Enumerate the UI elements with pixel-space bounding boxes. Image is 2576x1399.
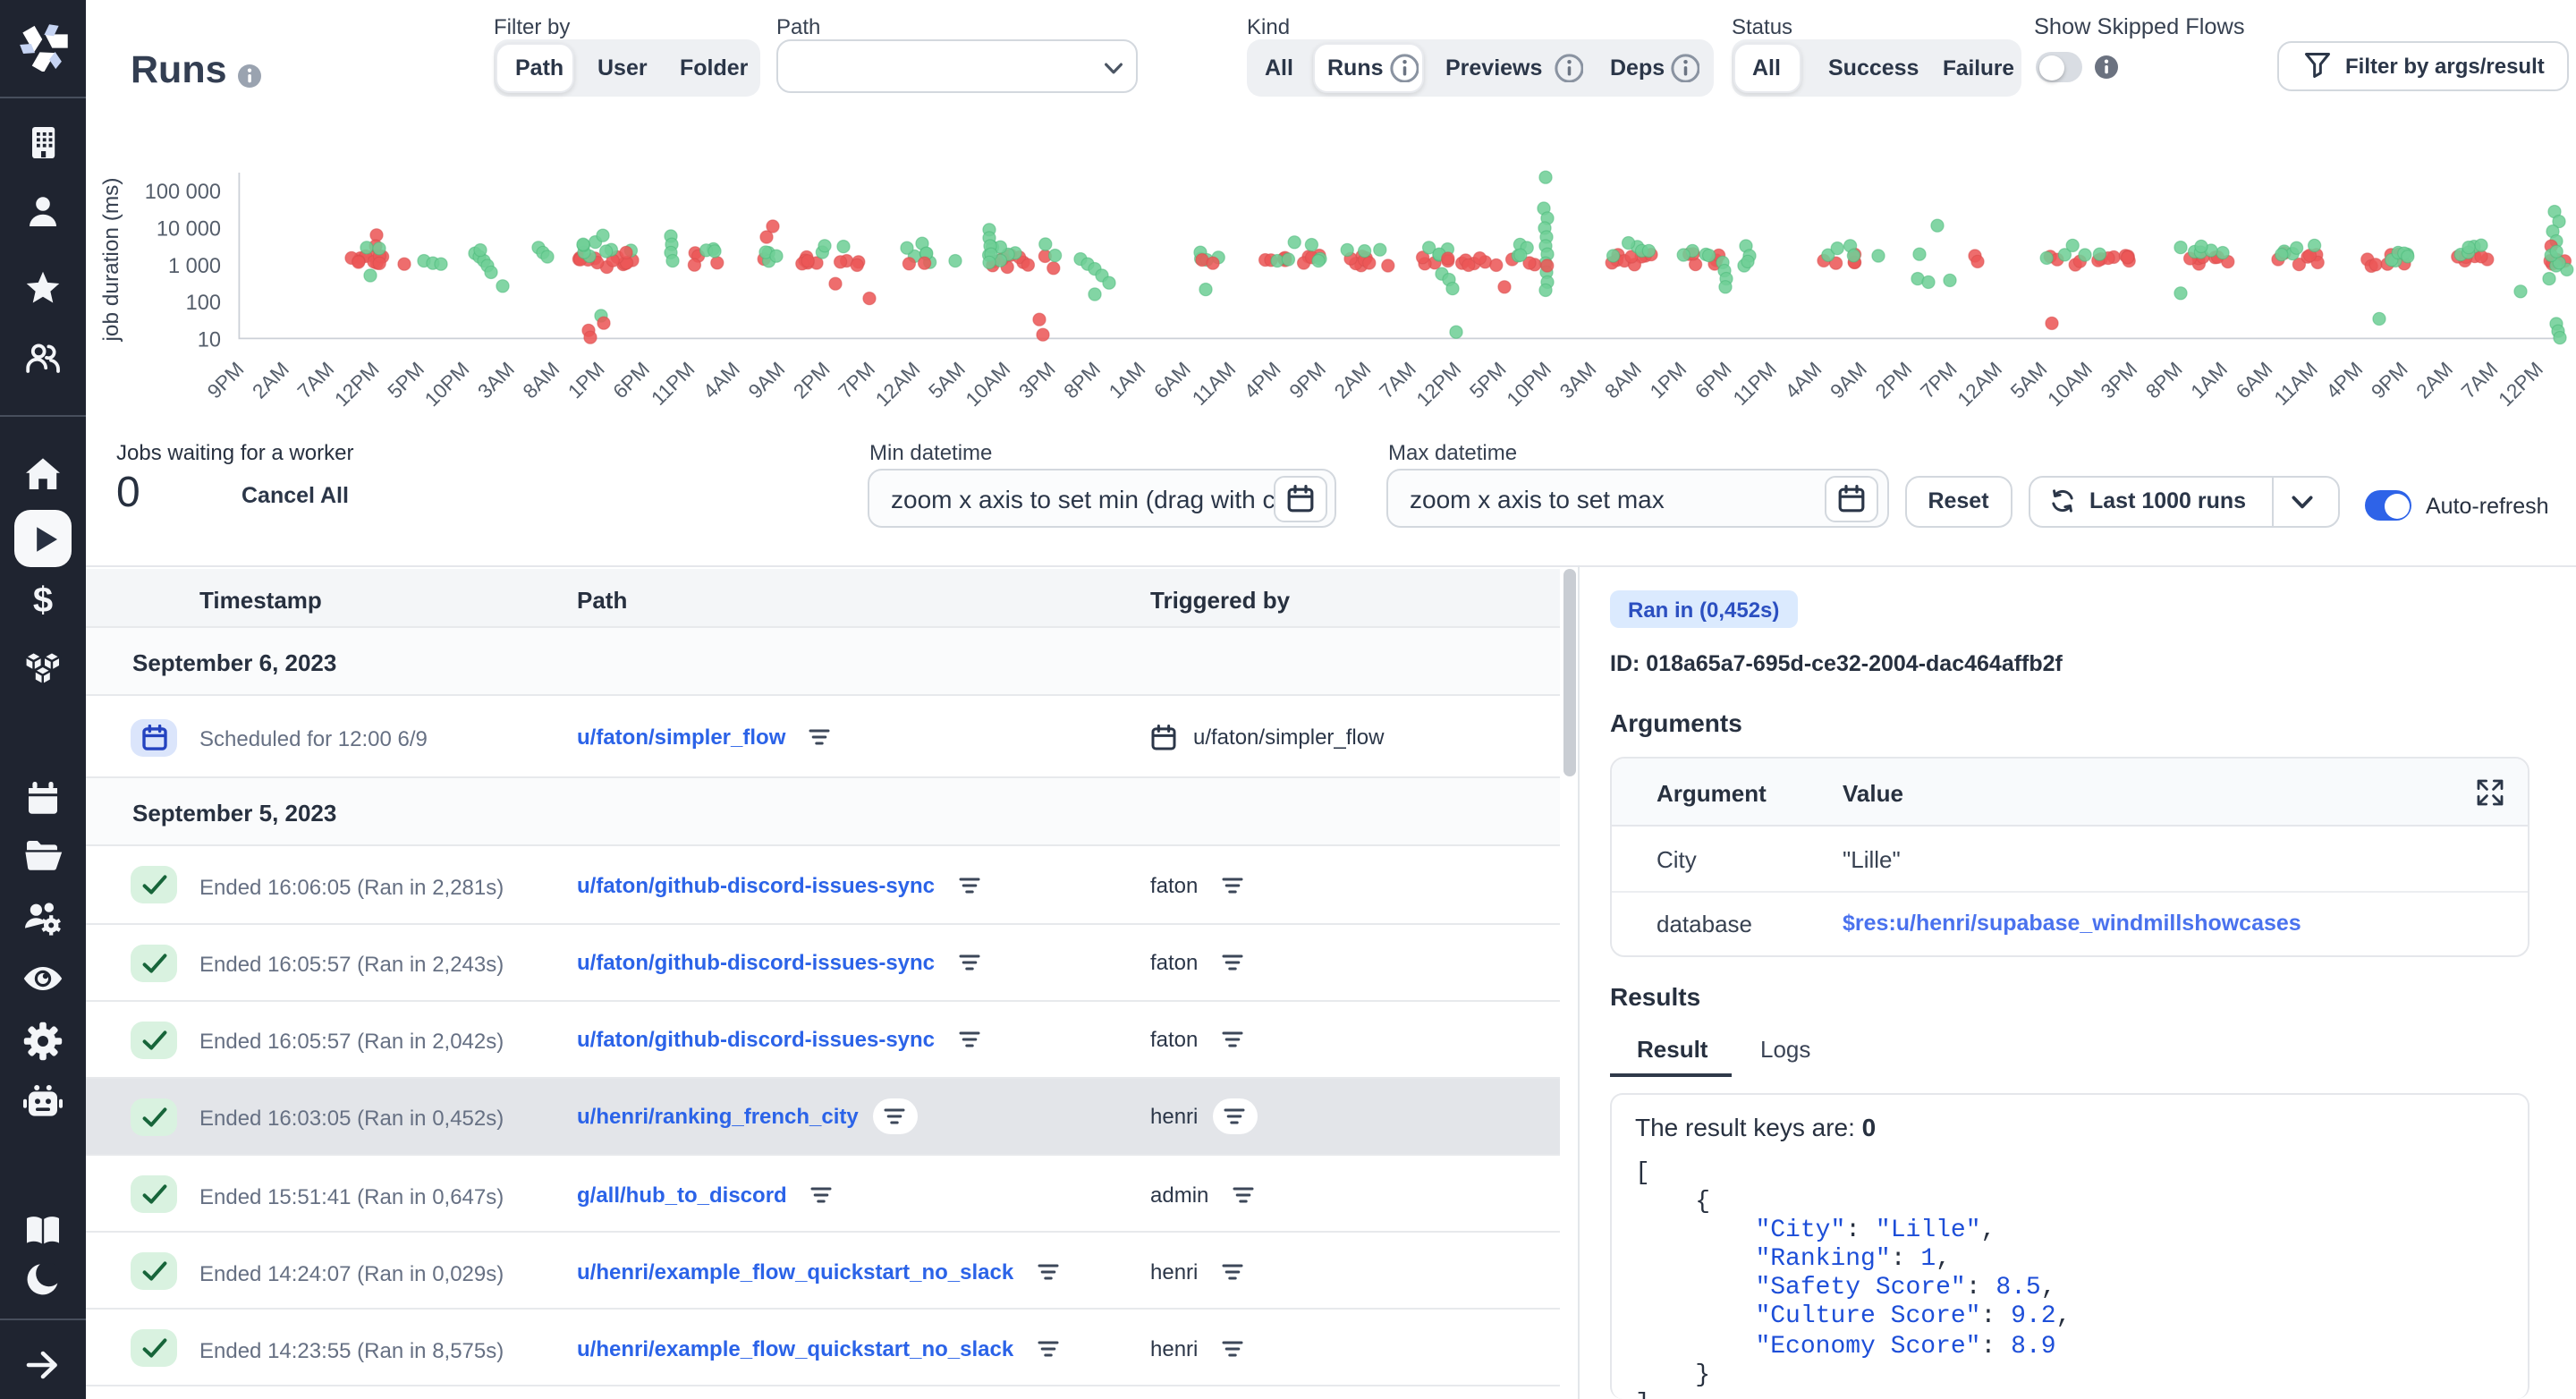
- svg-text:11PM: 11PM: [647, 358, 699, 410]
- svg-text:2PM: 2PM: [1871, 358, 1917, 403]
- svg-text:100 000: 100 000: [145, 181, 221, 204]
- svg-text:1AM: 1AM: [2187, 358, 2233, 403]
- svg-text:4AM: 4AM: [699, 358, 744, 403]
- svg-text:10AM: 10AM: [962, 358, 1014, 411]
- svg-text:8PM: 8PM: [1060, 358, 1106, 403]
- svg-text:12PM: 12PM: [330, 358, 383, 411]
- svg-text:job duration (ms): job duration (ms): [99, 177, 123, 342]
- svg-text:8PM: 8PM: [2141, 358, 2187, 403]
- svg-text:3AM: 3AM: [1555, 358, 1601, 403]
- svg-text:10: 10: [198, 328, 221, 352]
- svg-text:4PM: 4PM: [1240, 358, 1285, 403]
- svg-text:9PM: 9PM: [203, 358, 249, 403]
- svg-text:8AM: 8AM: [519, 358, 564, 403]
- svg-text:3AM: 3AM: [473, 358, 519, 403]
- svg-text:4AM: 4AM: [1781, 358, 1826, 403]
- svg-text:3PM: 3PM: [1014, 358, 1060, 403]
- svg-text:2AM: 2AM: [248, 358, 293, 403]
- svg-text:11PM: 11PM: [1729, 358, 1781, 410]
- svg-text:2PM: 2PM: [789, 358, 835, 403]
- svg-text:12PM: 12PM: [1412, 358, 1465, 411]
- svg-text:100: 100: [186, 292, 221, 315]
- svg-text:6PM: 6PM: [609, 358, 655, 403]
- svg-text:1 000: 1 000: [168, 255, 221, 278]
- svg-text:8AM: 8AM: [1600, 358, 1646, 403]
- svg-text:10AM: 10AM: [2044, 358, 2097, 411]
- svg-text:10PM: 10PM: [1503, 358, 1555, 411]
- svg-text:1AM: 1AM: [1105, 358, 1150, 403]
- svg-text:3PM: 3PM: [2097, 358, 2142, 403]
- svg-text:9AM: 9AM: [744, 358, 790, 403]
- svg-text:12AM: 12AM: [871, 358, 924, 411]
- svg-text:9PM: 9PM: [1285, 358, 1331, 403]
- svg-text:2AM: 2AM: [2412, 358, 2458, 403]
- svg-text:9AM: 9AM: [1826, 358, 1871, 403]
- svg-text:6AM: 6AM: [2232, 358, 2277, 403]
- svg-text:10 000: 10 000: [157, 218, 221, 242]
- svg-text:6PM: 6PM: [1690, 358, 1736, 403]
- svg-text:6AM: 6AM: [1149, 358, 1195, 403]
- svg-text:2AM: 2AM: [1330, 358, 1376, 403]
- svg-text:1PM: 1PM: [564, 358, 609, 403]
- svg-text:12AM: 12AM: [1953, 358, 2006, 411]
- svg-text:1PM: 1PM: [1646, 358, 1691, 403]
- svg-text:11AM: 11AM: [1188, 358, 1240, 410]
- svg-text:10PM: 10PM: [420, 358, 473, 411]
- svg-text:11AM: 11AM: [2270, 358, 2322, 410]
- svg-text:12PM: 12PM: [2495, 358, 2547, 411]
- svg-text:9PM: 9PM: [2367, 358, 2412, 403]
- svg-text:4PM: 4PM: [2322, 358, 2368, 403]
